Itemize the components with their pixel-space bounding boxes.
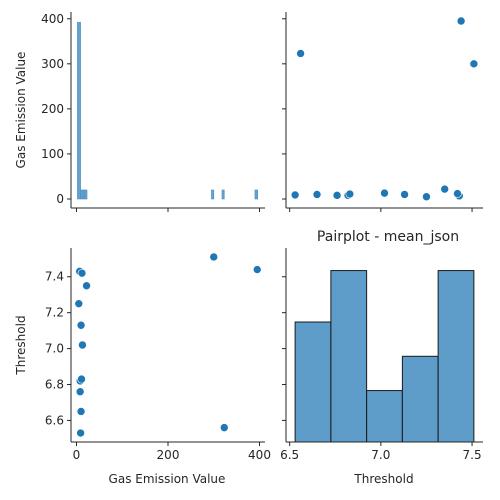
panel-bl-y-tick-label: 7.4 [45, 270, 64, 284]
threshold-vs-gas-points [290, 16, 479, 202]
gas-histogram-bar [211, 189, 215, 200]
threshold-histogram-bar [401, 355, 439, 443]
scatter-point [380, 188, 389, 198]
threshold-histogram-bar [366, 390, 403, 443]
threshold-histogram-bar [437, 270, 475, 443]
scatter-point [77, 268, 87, 278]
scatter-point [345, 189, 355, 199]
panel-br-x-tick-label: 7.5 [463, 448, 482, 462]
panel-tl-x-ticks [75, 208, 261, 212]
gas-vs-threshold-points [74, 252, 262, 438]
scatter-point [400, 190, 409, 199]
gas-histogram-bar [221, 189, 225, 200]
scatter-point [82, 281, 91, 291]
gas-histogram-bar [80, 189, 83, 200]
gas-histogram-bar [84, 189, 88, 200]
scatter-point [469, 59, 479, 69]
y-axis-label-gas: Gas Emission Value [14, 52, 28, 169]
scatter-point [209, 252, 219, 262]
panel-bl-x-ticks: 0 200 400 [73, 442, 271, 462]
scatter-point [332, 191, 342, 200]
panel-tl-y-ticks: 0 100 200 300 400 [41, 12, 71, 206]
scatter-point [76, 407, 86, 416]
scatter-point [312, 190, 322, 199]
panel-tl-y-tick-label: 400 [41, 12, 64, 26]
panel-tl-y-tick-label: 300 [41, 57, 64, 71]
panel-bl-y-tick-label: 7.2 [45, 306, 64, 320]
scatter-point [75, 387, 85, 397]
panel-bl-y-tick-label: 6.6 [45, 413, 64, 427]
y-axis-label-threshold: Threshold [14, 315, 28, 375]
panel-tl-y-tick-label: 100 [41, 147, 64, 161]
panel-br-x-tick-label: 6.5 [280, 448, 299, 462]
panel-br-x-ticks: 6.5 7.0 7.5 [280, 442, 482, 462]
panel-bl-y-tick-label: 7.0 [45, 342, 64, 356]
chart-title: Pairplot - mean_json [317, 229, 459, 245]
panel-gas-vs-threshold-scatter: 6.6 6.8 7.0 7.2 7.4 0 200 400 [45, 248, 271, 462]
scatter-point [77, 374, 86, 384]
scatter-point [453, 189, 462, 198]
x-axis-label-threshold: Threshold [353, 472, 413, 486]
x-axis-label-gas: Gas Emission Value [109, 472, 226, 486]
scatter-point [290, 190, 300, 200]
panel-bl-x-tick-label: 200 [157, 448, 180, 462]
panel-threshold-histogram: 6.5 7.0 7.5 [280, 248, 483, 462]
threshold-histogram-bar [330, 270, 368, 443]
scatter-point [78, 340, 87, 350]
panel-bl-x-tick-label: 0 [73, 448, 81, 462]
scatter-point [76, 320, 86, 330]
gas-histogram-bar [254, 189, 258, 200]
panel-tl-y-tick-label: 0 [56, 192, 64, 206]
scatter-point [422, 192, 431, 202]
gas-histogram-bar [77, 22, 81, 200]
panel-gas-histogram: 0 100 200 300 400 [41, 12, 265, 212]
threshold-histogram-bar [294, 321, 332, 443]
gas-histogram-bars [77, 22, 258, 200]
panel-tr-x-ticks [289, 208, 473, 212]
panel-br-x-tick-label: 7.0 [371, 448, 390, 462]
scatter-point [456, 16, 466, 26]
panel-bl-y-tick-label: 6.8 [45, 378, 64, 392]
threshold-histogram-bars [294, 270, 475, 443]
scatter-point [219, 423, 229, 432]
scatter-point [76, 428, 85, 438]
scatter-point [296, 49, 305, 58]
panel-bl-x-tick-label: 400 [248, 448, 271, 462]
panel-tr-y-ticks [282, 18, 286, 200]
scatter-point [440, 184, 449, 194]
panel-tl-y-tick-label: 200 [41, 102, 64, 116]
panel-bl-y-ticks: 6.6 6.8 7.0 7.2 7.4 [45, 270, 71, 427]
panel-threshold-vs-gas-scatter [282, 12, 483, 212]
scatter-point [252, 265, 262, 274]
scatter-point [74, 299, 84, 308]
panel-br-y-ticks [282, 276, 286, 421]
